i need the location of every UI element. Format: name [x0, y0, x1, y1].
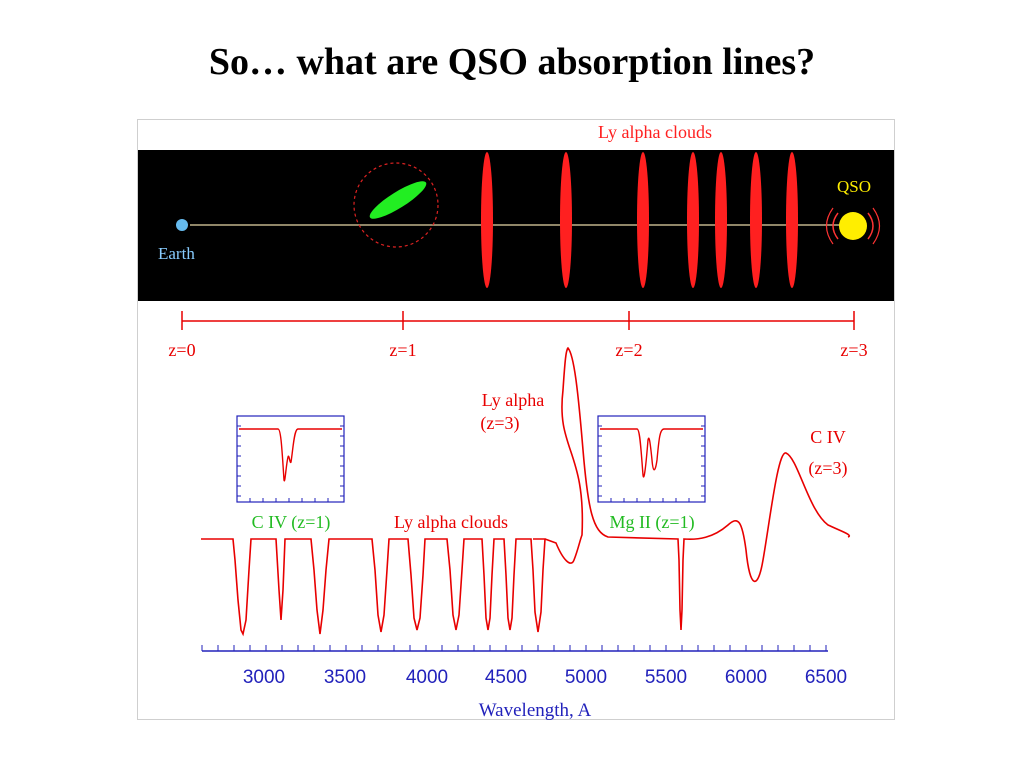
civ-peak-label-line2: (z=3) [808, 458, 847, 479]
qso-icon [825, 207, 881, 245]
x-axis-label: Wavelength, A [479, 700, 592, 721]
spectrum-curve [201, 346, 850, 637]
earth-label: Earth [158, 244, 195, 263]
ly-alpha-cloud-4 [687, 152, 699, 288]
civ-inset-box [236, 415, 345, 503]
civ-inset-label: C IV (z=1) [252, 512, 331, 533]
x-tick-4500: 4500 [485, 667, 527, 688]
wavelength-axis [201, 645, 828, 652]
slide-title: So… what are QSO absorption lines? [208, 41, 816, 83]
qso-label: QSO [837, 177, 871, 196]
x-tick-3000: 3000 [243, 667, 285, 688]
ly-alpha-cloud-7 [786, 152, 798, 288]
redshift-label-z3: z=3 [840, 340, 867, 360]
x-tick-6500: 6500 [805, 667, 847, 688]
figure-canvas: Earth Ly alpha clouds QSO [138, 122, 894, 721]
mgii-inset-box [597, 415, 706, 503]
x-tick-4000: 4000 [406, 667, 448, 688]
ly-alpha-peak-label-line1: Ly alpha [482, 390, 544, 410]
galaxy-icon [369, 181, 427, 219]
qso-absorption-figure: Earth Ly alpha clouds QSO [137, 119, 895, 721]
ly-alpha-peak-label-line2: (z=3) [480, 413, 519, 434]
x-tick-5000: 5000 [565, 667, 607, 688]
ly-alpha-cloud-2 [560, 152, 572, 288]
civ-peak-label-line1: C IV [810, 427, 846, 447]
ly-alpha-clouds-spectrum-label: Ly alpha clouds [394, 512, 508, 532]
x-tick-6000: 6000 [725, 667, 767, 688]
mgii-inset-label: Mg II (z=1) [609, 512, 694, 533]
ly-alpha-clouds-label: Ly alpha clouds [598, 122, 712, 142]
ly-alpha-cloud-group [481, 152, 798, 288]
x-tick-3500: 3500 [324, 667, 366, 688]
ly-alpha-cloud-5 [715, 152, 727, 288]
ly-alpha-cloud-3 [637, 152, 649, 288]
galaxy-halo-circle [353, 162, 439, 248]
ly-alpha-cloud-6 [750, 152, 762, 288]
redshift-label-z1: z=1 [389, 340, 416, 360]
earth-dot [176, 219, 188, 231]
ly-alpha-cloud-1 [481, 152, 493, 288]
redshift-label-z0: z=0 [168, 340, 195, 360]
x-tick-5500: 5500 [645, 667, 687, 688]
redshift-scale [181, 311, 855, 330]
redshift-label-z2: z=2 [615, 340, 642, 360]
